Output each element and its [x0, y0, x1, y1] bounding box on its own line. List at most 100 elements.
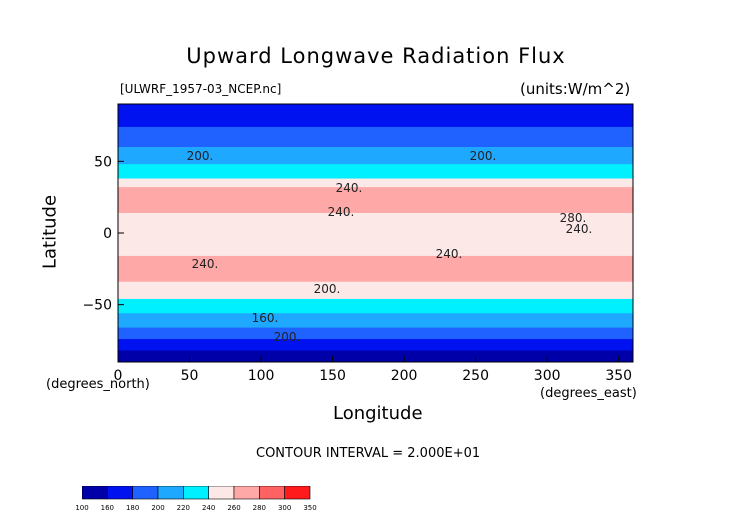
flux-band: [118, 319, 633, 323]
flux-band: [118, 356, 633, 360]
contour-interval-label: CONTOUR INTERVAL = 2.000E+01: [256, 446, 481, 461]
flux-band: [118, 190, 633, 194]
file-label: [ULWRF_1957-03_NCEP.nc]: [120, 82, 282, 96]
flux-band: [118, 169, 633, 174]
flux-band: [118, 172, 633, 177]
contour-label: 160.: [252, 311, 279, 325]
colorbar-swatch: [208, 486, 235, 500]
units-label: (units:W/m^2): [520, 80, 631, 98]
colorbar-level-label: 160: [100, 504, 115, 512]
flux-band: [118, 224, 633, 228]
flux-band: [118, 230, 633, 234]
flux-band: [118, 270, 633, 274]
flux-band: [118, 287, 633, 291]
flux-band: [118, 316, 633, 320]
flux-band: [118, 152, 633, 157]
flux-band: [118, 141, 633, 145]
flux-band: [118, 350, 633, 354]
colorbar-level-label: 200: [151, 504, 165, 512]
flux-band: [118, 218, 633, 223]
flux-band: [118, 212, 633, 217]
x-tick-label: 200: [391, 368, 418, 384]
flux-band: [118, 330, 633, 334]
flux-band: [118, 341, 633, 346]
colorbar-level-label: 350: [303, 504, 317, 512]
contour-label: 240.: [336, 181, 363, 195]
flux-band: [118, 327, 633, 332]
flux-band: [118, 178, 633, 182]
colorbar-swatch: [157, 486, 184, 500]
y-unit-label: (degrees_north): [46, 377, 150, 392]
flux-band: [118, 344, 633, 349]
x-unit-label: (degrees_east): [540, 386, 637, 401]
flux-band: [118, 164, 633, 168]
flux-band: [118, 324, 633, 329]
colorbar-level-label: 220: [176, 504, 191, 512]
flux-band: [118, 167, 633, 171]
y-axis-label: Latitude: [39, 194, 61, 270]
flux-band: [118, 258, 633, 263]
flux-band: [118, 264, 633, 268]
flux-band: [118, 301, 633, 306]
flux-band: [118, 281, 633, 286]
contour-label: 240.: [192, 257, 219, 271]
flux-band: [118, 161, 633, 165]
flux-band: [118, 284, 633, 289]
colorbar-swatch: [132, 486, 159, 500]
flux-band: [118, 321, 633, 326]
flux-band: [118, 149, 633, 154]
flux-band: [118, 135, 633, 139]
flux-band: [118, 192, 633, 197]
flux-band: [118, 247, 633, 251]
flux-band: [118, 215, 633, 220]
y-tick-label: 50: [94, 154, 112, 170]
x-tick-label: 350: [605, 368, 632, 384]
contour-label: 280.: [560, 211, 587, 225]
colorbar-swatch: [233, 486, 260, 500]
flux-band: [118, 155, 633, 160]
flux-band: [118, 147, 633, 151]
flux-band: [118, 207, 633, 211]
contour-label: 200.: [187, 149, 214, 163]
flux-band: [118, 253, 633, 257]
colorbar: [82, 486, 311, 500]
colorbar-swatch: [284, 486, 311, 500]
contour-label: 240.: [566, 222, 593, 236]
colorbar-level-label: 180: [125, 504, 140, 512]
flux-band: [118, 129, 633, 134]
flux-band: [118, 298, 633, 303]
flux-band: [118, 333, 633, 337]
flux-band: [118, 187, 633, 191]
contour-label: 200.: [470, 149, 497, 163]
x-tick-label: 150: [319, 368, 346, 384]
x-tick-label: 50: [181, 368, 199, 384]
flux-band: [118, 359, 633, 362]
flux-band: [118, 195, 633, 200]
flux-band: [118, 112, 633, 117]
flux-band: [118, 121, 633, 125]
flux-band: [118, 347, 633, 352]
colorbar-swatch: [183, 486, 209, 500]
flux-band: [118, 233, 633, 237]
flux-band: [118, 184, 633, 188]
flux-band: [118, 244, 633, 248]
colorbar-level-label: 300: [277, 504, 292, 512]
flux-band: [118, 241, 633, 246]
flux-band: [118, 104, 633, 108]
colorbar-level-label: 280: [252, 504, 267, 512]
flux-band: [118, 115, 633, 119]
x-tick-label: 300: [534, 368, 561, 384]
colorbar-level-label: 100: [75, 504, 89, 512]
flux-band: [118, 210, 633, 214]
colorbar-level-label: 240: [201, 504, 216, 512]
flux-band: [118, 118, 633, 122]
colorbar-swatch: [259, 486, 285, 500]
flux-band: [118, 267, 633, 271]
flux-band: [118, 175, 633, 180]
flux-band: [118, 336, 633, 340]
x-tick-label: 100: [248, 368, 275, 384]
flux-band: [118, 307, 633, 311]
flux-band: [118, 255, 633, 260]
y-tick-label: 0: [103, 226, 112, 242]
flux-band: [118, 293, 633, 297]
